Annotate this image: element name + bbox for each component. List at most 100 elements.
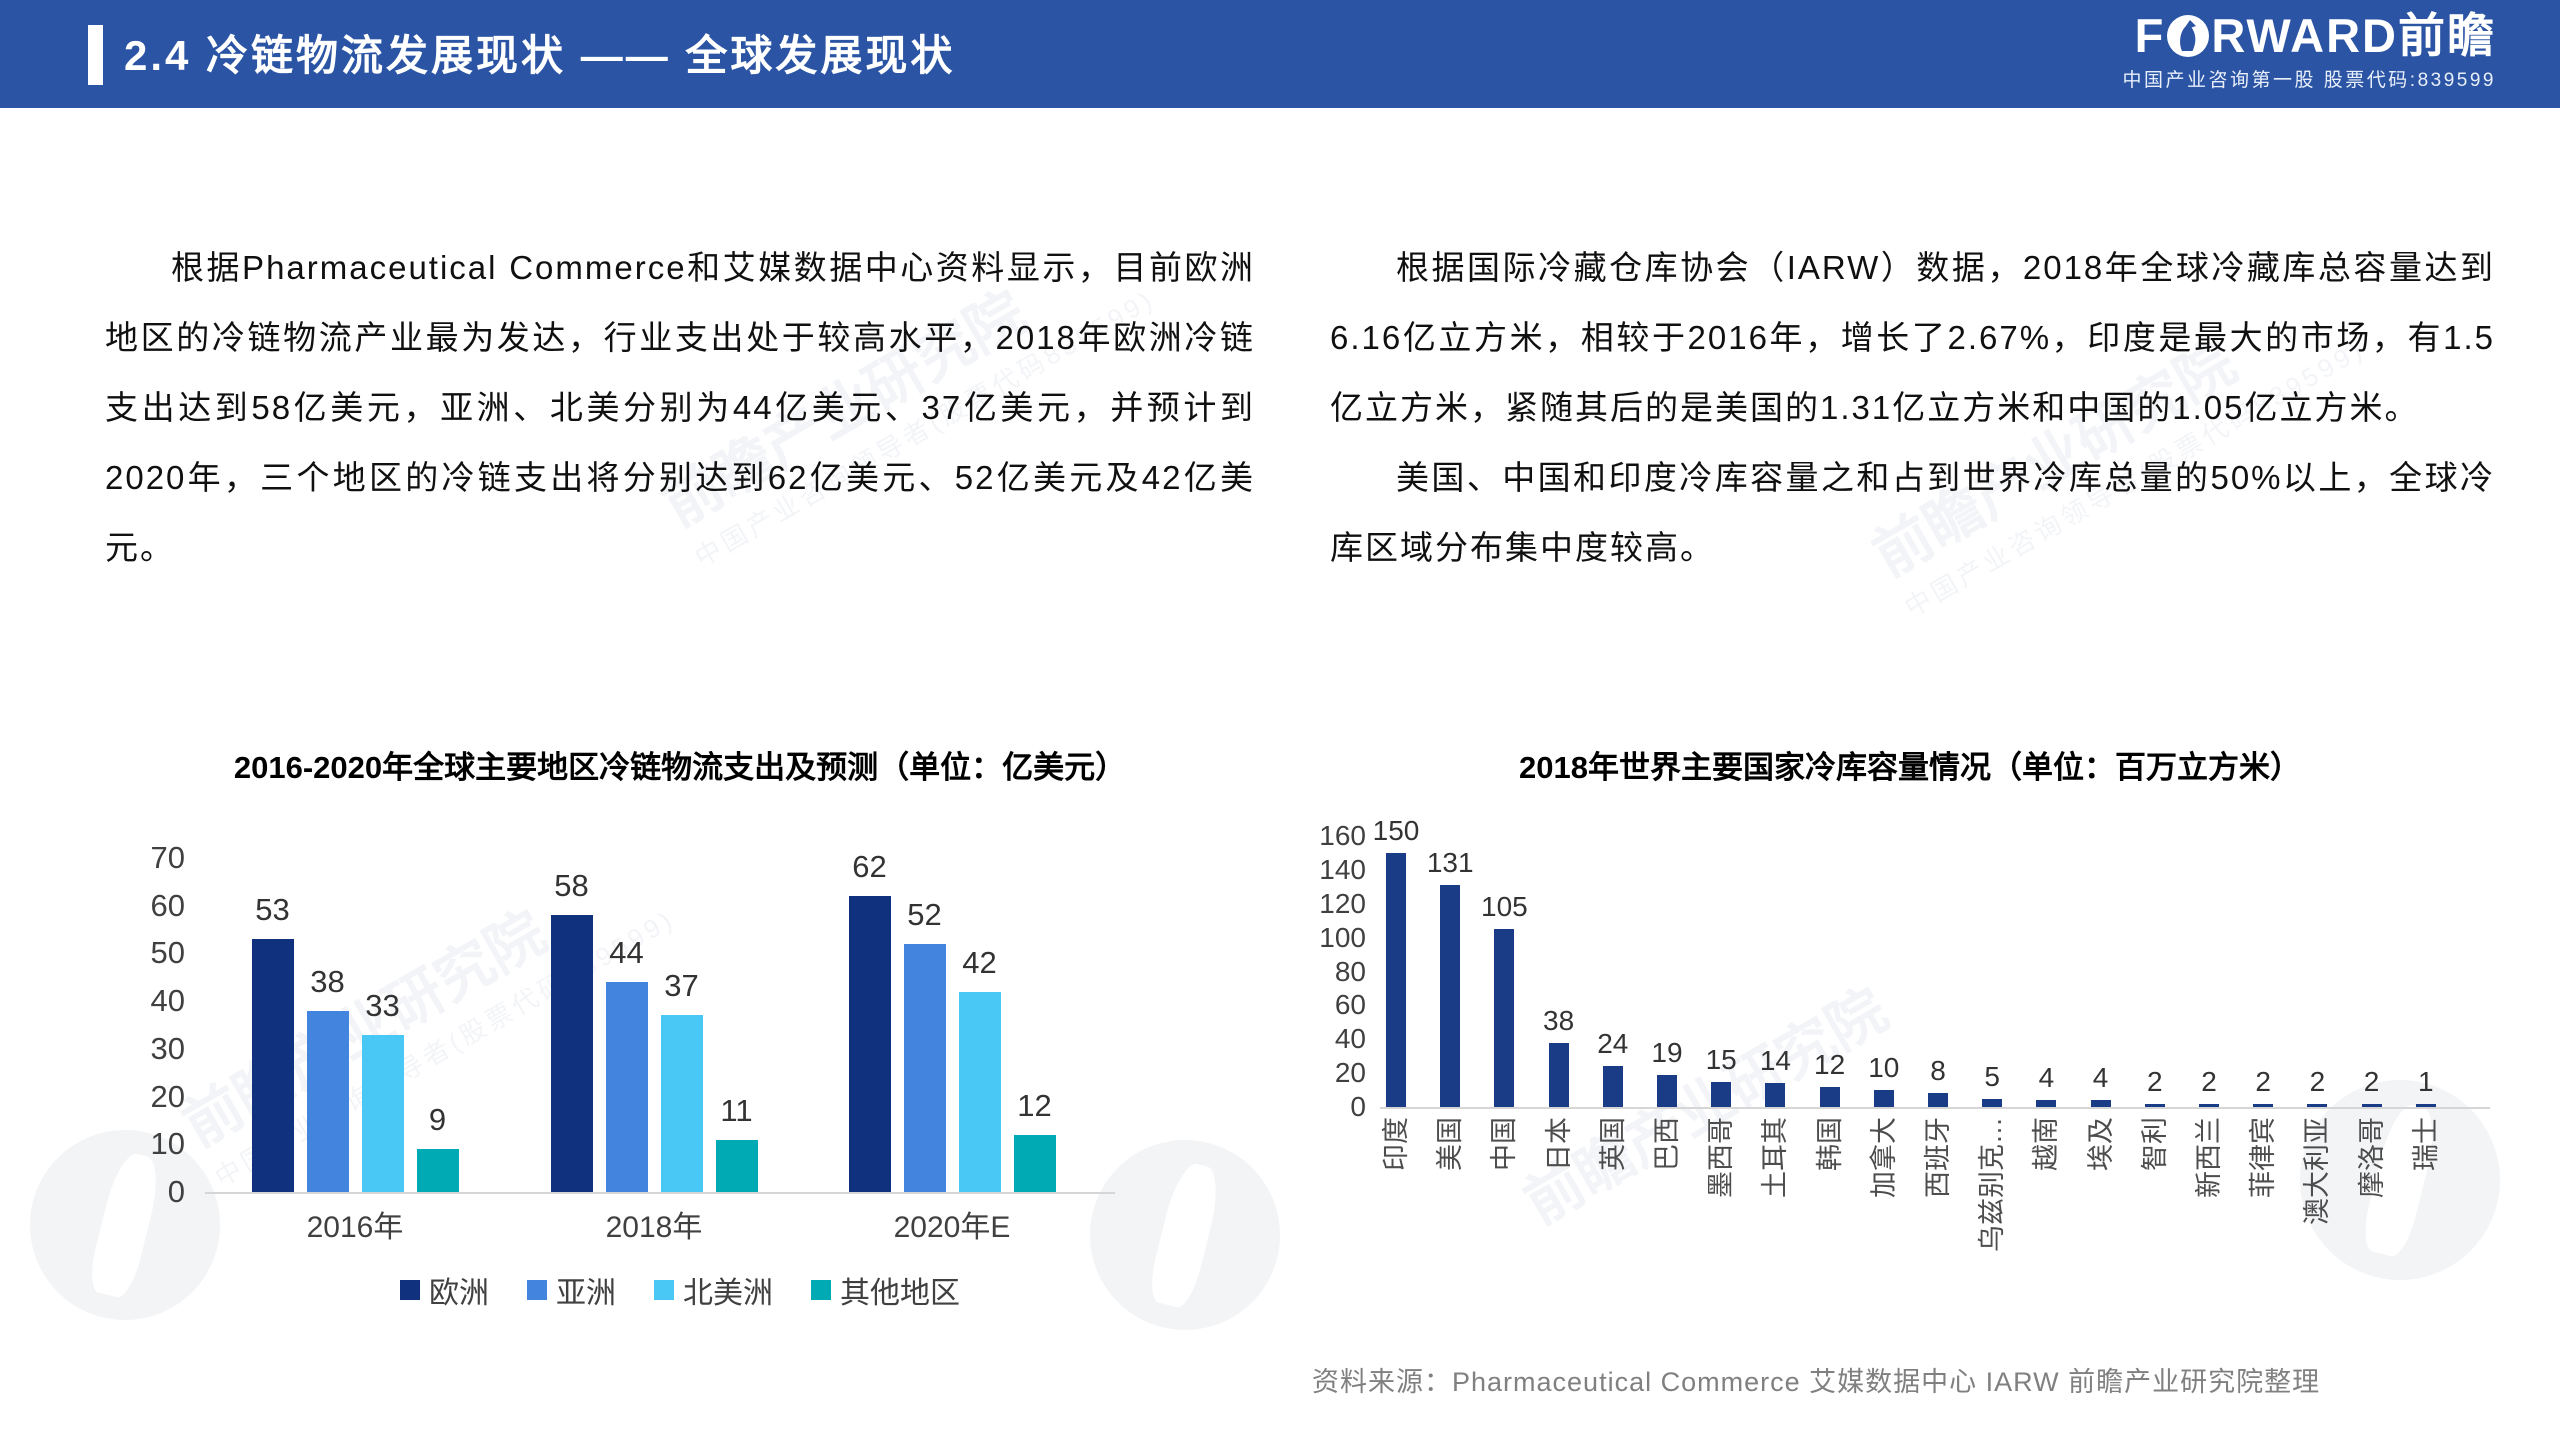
bar xyxy=(251,939,294,1192)
bar xyxy=(1602,1066,1623,1107)
y-tick-label: 120 xyxy=(1319,887,1366,919)
country-label: 印度 xyxy=(1381,1117,1411,1171)
country-label: 加拿大 xyxy=(1868,1117,1899,1198)
bar xyxy=(1982,1098,2003,1107)
y-tick-label: 40 xyxy=(1334,1023,1366,1055)
bar xyxy=(2090,1100,2111,1107)
bar-value-label: 4 xyxy=(2092,1062,2109,1094)
country-label: 菲律宾 xyxy=(2248,1117,2279,1198)
legend-label: 欧洲 xyxy=(429,1277,489,1310)
source-note: 资料来源：Pharmaceutical Commerce 艾媒数据中心 IARW… xyxy=(1312,1367,2321,1397)
legend-swatch xyxy=(654,1280,674,1300)
y-tick-label: 0 xyxy=(1350,1091,1366,1122)
bar-value-label: 2 xyxy=(2309,1065,2326,1097)
bar-value-label: 12 xyxy=(1017,1087,1052,1123)
right-paragraph-1: 根据国际冷藏仓库协会（IARW）数据，2018年全球冷藏库总容量达到6.16亿立… xyxy=(1330,249,2495,426)
bar xyxy=(903,943,946,1192)
category-label: 2020年E xyxy=(893,1211,1011,1244)
header-bar: 2.4 冷链物流发展现状 —— 全球发展现状 F RWARD 前瞻 中国产业咨询… xyxy=(0,0,2560,108)
bar xyxy=(416,1149,459,1192)
bar-value-label: 2 xyxy=(2363,1065,2380,1097)
bar xyxy=(2036,1100,2057,1107)
bar-value-label: 33 xyxy=(365,987,400,1023)
bar xyxy=(550,915,593,1192)
y-tick-label: 20 xyxy=(1334,1057,1366,1089)
country-label: 越南 xyxy=(2031,1117,2062,1171)
country-label: 美国 xyxy=(1435,1117,1466,1171)
legend-label: 亚洲 xyxy=(556,1277,616,1310)
y-tick-label: 10 xyxy=(150,1126,185,1162)
y-tick-label: 60 xyxy=(1334,989,1366,1021)
logo-subtitle: 中国产业咨询第一股 股票代码:839599 xyxy=(2122,70,2496,91)
country-label: 巴西 xyxy=(1652,1117,1682,1171)
legend-swatch xyxy=(811,1280,831,1300)
bar-value-label: 2 xyxy=(2255,1065,2271,1097)
country-label: 瑞士 xyxy=(2410,1117,2441,1171)
y-tick-label: 60 xyxy=(150,887,185,923)
bar-value-label: 9 xyxy=(428,1102,447,1138)
bar xyxy=(1819,1086,1840,1107)
country-label: 西班牙 xyxy=(1923,1117,1953,1198)
bar-value-label: 53 xyxy=(255,892,290,928)
legend-item: 欧洲 xyxy=(400,1268,489,1312)
y-tick-label: 70 xyxy=(150,840,185,875)
bar xyxy=(2199,1103,2219,1107)
country-label: 摩洛哥 xyxy=(2356,1117,2387,1198)
x-axis-line xyxy=(1380,1107,2490,1109)
bar-value-label: 38 xyxy=(310,963,345,999)
legend-label: 北美洲 xyxy=(683,1277,773,1310)
bar-value-label: 12 xyxy=(1814,1048,1846,1080)
bar-value-label: 38 xyxy=(1543,1004,1575,1036)
bar xyxy=(2144,1103,2165,1107)
bar xyxy=(1928,1093,1948,1107)
right-chart-title: 2018年世界主要国家冷库容量情况（单位：百万立方米） xyxy=(1519,750,2301,785)
bar xyxy=(660,1015,703,1192)
bar xyxy=(2415,1104,2436,1107)
bar-value-label: 1 xyxy=(2418,1066,2434,1097)
country-label: 新西兰 xyxy=(2194,1117,2224,1198)
legend-label: 其他地区 xyxy=(840,1277,960,1310)
country-label: 澳大利亚 xyxy=(2302,1117,2333,1225)
bar-value-label: 11 xyxy=(720,1092,753,1128)
bar-value-label: 15 xyxy=(1705,1043,1737,1075)
left-paragraph: 根据Pharmaceutical Commerce和艾媒数据中心资料显示，目前欧… xyxy=(105,249,1255,566)
left-text-block: 根据Pharmaceutical Commerce和艾媒数据中心资料显示，目前欧… xyxy=(105,233,1255,583)
bar-value-label: 2 xyxy=(2201,1065,2217,1097)
bar-value-label: 10 xyxy=(1868,1052,1900,1084)
page-title: 2.4 冷链物流发展现状 —— 全球发展现状 xyxy=(124,32,956,79)
country-label: 乌兹别克… xyxy=(1977,1117,2008,1252)
legend-swatch xyxy=(400,1280,420,1300)
bar-value-label: 37 xyxy=(664,968,699,1004)
right-text-block: 根据国际冷藏仓库协会（IARW）数据，2018年全球冷藏库总容量达到6.16亿立… xyxy=(1330,233,2495,583)
bar-value-label: 150 xyxy=(1372,814,1420,846)
legend-item: 其他地区 xyxy=(811,1268,960,1312)
logo-cn: 前瞻 xyxy=(2398,9,2496,62)
logo-letter-f: F xyxy=(2134,9,2166,62)
left-chart-grouped-bars: 0 10 20 30 40 50 60 70 53 38 33 9 2016年 58 44 37 11 2018年… xyxy=(105,800,1255,1360)
bar-value-label: 2 xyxy=(2147,1065,2163,1097)
forward-logo-bird-icon xyxy=(2167,15,2210,57)
y-tick-label: 140 xyxy=(1319,853,1366,885)
x-axis-line xyxy=(205,1192,1115,1194)
bar xyxy=(958,991,1001,1192)
bar xyxy=(1494,929,1515,1107)
y-tick-label: 80 xyxy=(1334,955,1366,987)
bar-value-label: 62 xyxy=(852,849,887,885)
left-chart-title: 2016-2020年全球主要地区冷链物流支出及预测（单位：亿美元） xyxy=(233,750,1127,785)
bar xyxy=(2253,1103,2274,1107)
category-label: 2018年 xyxy=(605,1211,703,1244)
bar-value-label: 24 xyxy=(1597,1028,1629,1060)
legend-item: 亚洲 xyxy=(527,1268,616,1312)
y-tick-label: 40 xyxy=(150,983,185,1019)
category-label: 2016年 xyxy=(306,1211,404,1244)
bar xyxy=(1765,1083,1786,1107)
bar-value-label: 131 xyxy=(1426,847,1474,879)
right-paragraph-2: 美国、中国和印度冷库容量之和占到世界冷库总量的50%以上，全球冷库区域分布集中度… xyxy=(1330,459,2495,566)
bar xyxy=(1711,1081,1732,1107)
y-tick-label: 20 xyxy=(150,1078,185,1114)
bar-value-label: 44 xyxy=(609,935,644,971)
country-label: 土耳其 xyxy=(1760,1117,1791,1198)
country-label: 中国 xyxy=(1489,1117,1520,1171)
title-accent-bar xyxy=(88,25,103,85)
